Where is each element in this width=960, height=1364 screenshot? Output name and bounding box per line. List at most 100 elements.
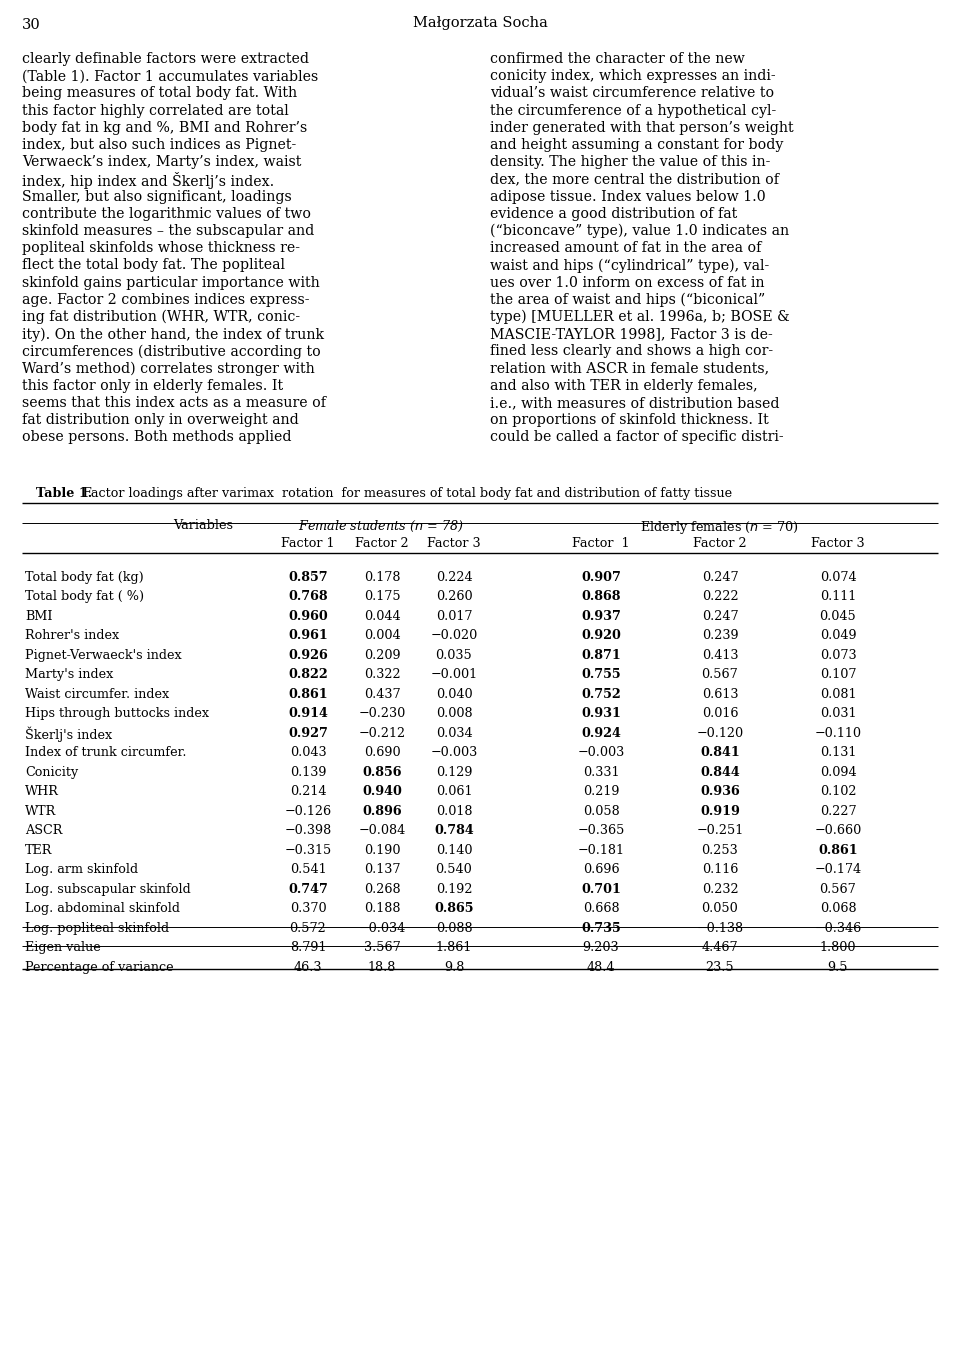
Text: 0.936: 0.936 — [700, 786, 740, 798]
Text: (Table 1). Factor 1 accumulates variables: (Table 1). Factor 1 accumulates variable… — [22, 70, 319, 83]
Text: Verwaeck’s index, Marty’s index, waist: Verwaeck’s index, Marty’s index, waist — [22, 155, 301, 169]
Text: 0.031: 0.031 — [820, 707, 856, 720]
Text: vidual’s waist circumference relative to: vidual’s waist circumference relative to — [490, 86, 774, 101]
Text: 0.107: 0.107 — [820, 668, 856, 681]
Text: −0.181: −0.181 — [578, 843, 625, 857]
Text: waist and hips (“cylindrical” type), val-: waist and hips (“cylindrical” type), val… — [490, 258, 769, 273]
Text: 1.861: 1.861 — [436, 941, 472, 955]
Text: Pignet-Verwaeck's index: Pignet-Verwaeck's index — [25, 649, 181, 662]
Text: and height assuming a constant for body: and height assuming a constant for body — [490, 138, 783, 151]
Text: 0.222: 0.222 — [702, 591, 738, 603]
Text: 0.370: 0.370 — [290, 902, 326, 915]
Text: 0.043: 0.043 — [290, 746, 326, 760]
Text: 0.094: 0.094 — [820, 765, 856, 779]
Text: −0.365: −0.365 — [577, 824, 625, 837]
Text: 0.214: 0.214 — [290, 786, 326, 798]
Text: 0.139: 0.139 — [290, 765, 326, 779]
Text: 30: 30 — [22, 18, 40, 31]
Text: ing fat distribution (WHR, WTR, conic-: ing fat distribution (WHR, WTR, conic- — [22, 310, 300, 325]
Text: 0.004: 0.004 — [364, 629, 400, 642]
Text: TER: TER — [25, 843, 53, 857]
Text: dex, the more central the distribution of: dex, the more central the distribution o… — [490, 172, 779, 187]
Text: ity). On the other hand, the index of trunk: ity). On the other hand, the index of tr… — [22, 327, 324, 341]
Text: 0.061: 0.061 — [436, 786, 472, 798]
Text: 0.613: 0.613 — [702, 687, 738, 701]
Text: 0.068: 0.068 — [820, 902, 856, 915]
Text: 0.822: 0.822 — [288, 668, 328, 681]
Text: 0.413: 0.413 — [702, 649, 738, 662]
Text: 0.074: 0.074 — [820, 570, 856, 584]
Text: Index of trunk circumfer.: Index of trunk circumfer. — [25, 746, 186, 760]
Text: 3.567: 3.567 — [364, 941, 400, 955]
Text: 0.247: 0.247 — [702, 570, 738, 584]
Text: Factor 1: Factor 1 — [281, 537, 335, 550]
Text: ues over 1.0 inform on excess of fat in: ues over 1.0 inform on excess of fat in — [490, 276, 764, 289]
Text: 0.040: 0.040 — [436, 687, 472, 701]
Text: 0.129: 0.129 — [436, 765, 472, 779]
Text: Variables: Variables — [173, 518, 233, 532]
Text: 0.260: 0.260 — [436, 591, 472, 603]
Text: 0.219: 0.219 — [583, 786, 619, 798]
Text: 0.735: 0.735 — [581, 922, 621, 934]
Text: 0.701: 0.701 — [581, 883, 621, 896]
Text: −0.230: −0.230 — [358, 707, 406, 720]
Text: obese persons. Both methods applied: obese persons. Both methods applied — [22, 431, 292, 445]
Text: could be called a factor of specific distri-: could be called a factor of specific dis… — [490, 431, 783, 445]
Text: −0.315: −0.315 — [284, 843, 331, 857]
Text: Factor 2: Factor 2 — [693, 537, 747, 550]
Text: 0.541: 0.541 — [290, 863, 326, 876]
Text: 0.088: 0.088 — [436, 922, 472, 934]
Text: popliteal skinfolds whose thickness re-: popliteal skinfolds whose thickness re- — [22, 241, 300, 255]
Text: 0.268: 0.268 — [364, 883, 400, 896]
Text: relation with ASCR in female students,: relation with ASCR in female students, — [490, 361, 769, 375]
Text: 48.4: 48.4 — [587, 960, 615, 974]
Text: the circumference of a hypothetical cyl-: the circumference of a hypothetical cyl- — [490, 104, 777, 117]
Text: 46.3: 46.3 — [294, 960, 323, 974]
Text: clearly definable factors were extracted: clearly definable factors were extracted — [22, 52, 309, 65]
Text: flect the total body fat. The popliteal: flect the total body fat. The popliteal — [22, 258, 285, 273]
Text: −0.003: −0.003 — [430, 746, 478, 760]
Text: 4.467: 4.467 — [702, 941, 738, 955]
Text: 0.861: 0.861 — [818, 843, 858, 857]
Text: on proportions of skinfold thickness. It: on proportions of skinfold thickness. It — [490, 413, 769, 427]
Text: 0.008: 0.008 — [436, 707, 472, 720]
Text: 0.131: 0.131 — [820, 746, 856, 760]
Text: density. The higher the value of this in-: density. The higher the value of this in… — [490, 155, 770, 169]
Text: body fat in kg and %, BMI and Rohrer’s: body fat in kg and %, BMI and Rohrer’s — [22, 121, 307, 135]
Text: index, but also such indices as Pignet-: index, but also such indices as Pignet- — [22, 138, 297, 151]
Text: 0.926: 0.926 — [288, 649, 328, 662]
Text: adipose tissue. Index values below 1.0: adipose tissue. Index values below 1.0 — [490, 190, 766, 203]
Text: 8.791: 8.791 — [290, 941, 326, 955]
Text: 0.188: 0.188 — [364, 902, 400, 915]
Text: 0.044: 0.044 — [364, 610, 400, 622]
Text: 0.841: 0.841 — [700, 746, 740, 760]
Text: 0.861: 0.861 — [288, 687, 327, 701]
Text: 0.058: 0.058 — [583, 805, 619, 817]
Text: −0.110: −0.110 — [814, 727, 861, 739]
Text: index, hip index and Škerlj’s index.: index, hip index and Škerlj’s index. — [22, 172, 275, 190]
Text: −0.020: −0.020 — [430, 629, 478, 642]
Text: −0.398: −0.398 — [284, 824, 331, 837]
Text: 0.018: 0.018 — [436, 805, 472, 817]
Text: 0.111: 0.111 — [820, 591, 856, 603]
Text: 0.857: 0.857 — [288, 570, 327, 584]
Text: 0.920: 0.920 — [581, 629, 621, 642]
Text: WTR: WTR — [25, 805, 57, 817]
Text: Hips through buttocks index: Hips through buttocks index — [25, 707, 209, 720]
Text: 0.247: 0.247 — [702, 610, 738, 622]
Text: Table 1.: Table 1. — [36, 487, 92, 501]
Text: 0.924: 0.924 — [581, 727, 621, 739]
Text: Ward’s method) correlates stronger with: Ward’s method) correlates stronger with — [22, 361, 315, 376]
Text: Log. abdominal skinfold: Log. abdominal skinfold — [25, 902, 180, 915]
Text: 23.5: 23.5 — [706, 960, 734, 974]
Text: skinfold measures – the subscapular and: skinfold measures – the subscapular and — [22, 224, 314, 237]
Text: Total body fat (kg): Total body fat (kg) — [25, 570, 144, 584]
Text: 9.203: 9.203 — [583, 941, 619, 955]
Text: −0.251: −0.251 — [696, 824, 744, 837]
Text: 0.331: 0.331 — [583, 765, 619, 779]
Text: 0.227: 0.227 — [820, 805, 856, 817]
Text: skinfold gains particular importance with: skinfold gains particular importance wit… — [22, 276, 320, 289]
Text: 0.437: 0.437 — [364, 687, 400, 701]
Text: Percentage of variance: Percentage of variance — [25, 960, 174, 974]
Text: Female students ($n$ = 78): Female students ($n$ = 78) — [299, 518, 465, 535]
